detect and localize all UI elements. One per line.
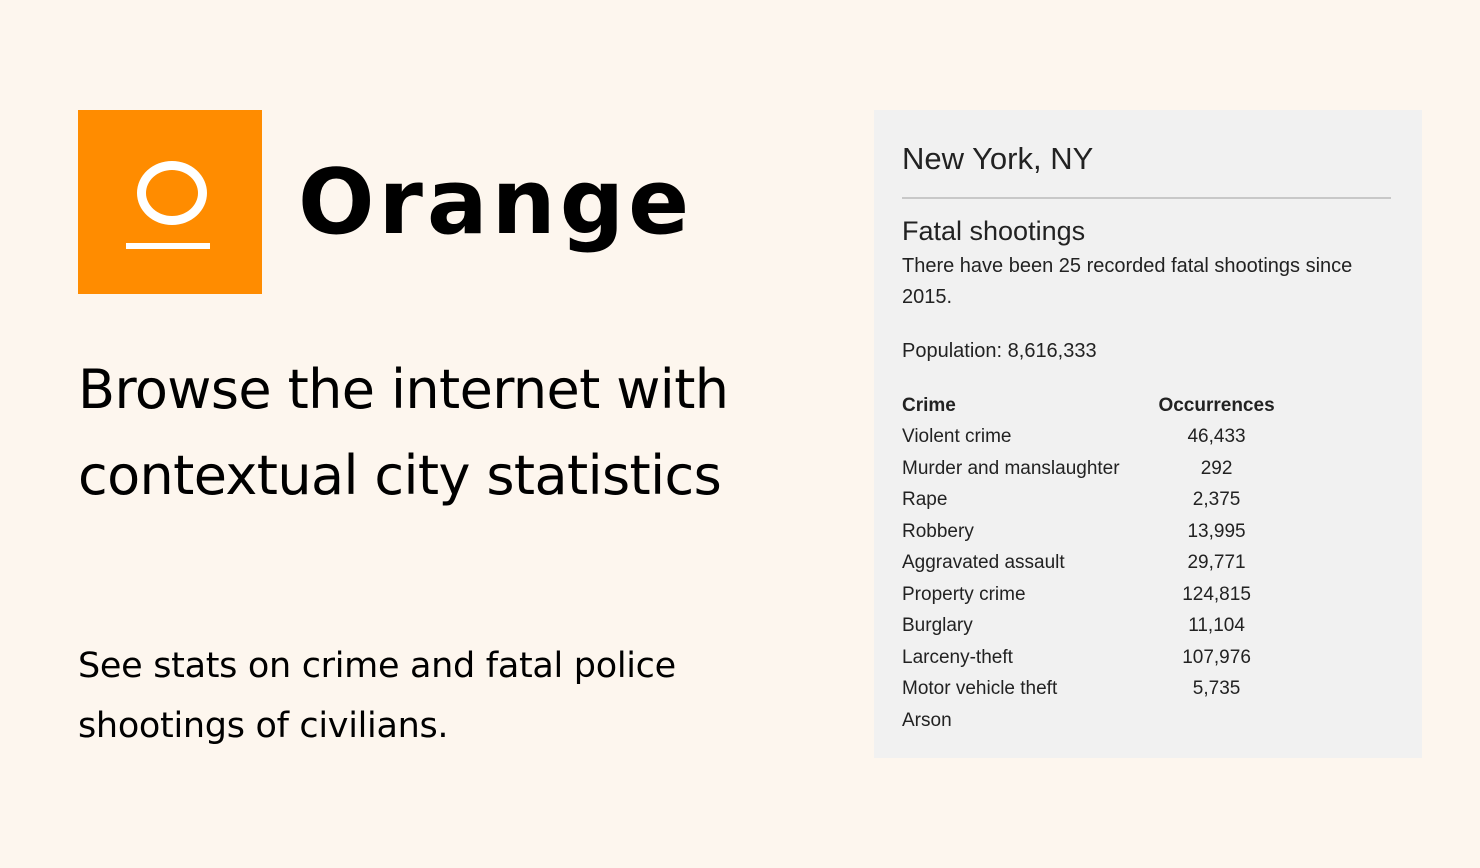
crime-name: Burglary xyxy=(902,615,973,637)
crime-name: Rape xyxy=(902,489,948,511)
fatal-shootings-text: There have been 25 recorded fatal shooti… xyxy=(902,255,1353,308)
table-row: Robbery 13,995 xyxy=(902,516,1282,548)
table-row: Property crime 124,815 xyxy=(902,579,1282,611)
subtext: See stats on crime and fatal police shoo… xyxy=(78,646,676,746)
crime-name: Larceny-theft xyxy=(902,646,1013,668)
crime-name: Robbery xyxy=(902,520,974,542)
crime-count: 5,735 xyxy=(1192,678,1241,700)
city-stats-panel: New York, NY Fatal shootings There have … xyxy=(874,110,1422,758)
fatal-shootings-heading: Fatal shootings xyxy=(902,216,1086,246)
crime-count: 29,771 xyxy=(1187,552,1246,574)
table-row: Arson xyxy=(902,705,1282,737)
logo-underline-icon xyxy=(126,243,210,249)
city-title: New York, NY xyxy=(902,141,1094,176)
crime-name: Violent crime xyxy=(902,426,1012,448)
crime-name: Aggravated assault xyxy=(902,552,1065,574)
table-row: Larceny-theft 107,976 xyxy=(902,642,1282,674)
table-row: Rape 2,375 xyxy=(902,485,1282,517)
table-row: Burglary 11,104 xyxy=(902,611,1282,643)
orange-o-logo-icon xyxy=(137,161,207,225)
crime-count: 292 xyxy=(1200,457,1233,479)
crime-table: Crime Occurrences Violent crime 46,433 M… xyxy=(902,390,1282,737)
headline: Browse the internet with contextual city… xyxy=(78,358,729,507)
crime-count: 11,104 xyxy=(1188,615,1245,637)
population-text: Population: 8,616,333 xyxy=(902,340,1097,362)
column-header-occurrences: Occurrences xyxy=(1158,394,1275,416)
column-header-crime: Crime xyxy=(902,394,956,416)
brand-name: Orange xyxy=(298,150,694,255)
table-row: Aggravated assault 29,771 xyxy=(902,548,1282,580)
crime-count: 124,815 xyxy=(1182,583,1251,605)
crime-name: Motor vehicle theft xyxy=(902,678,1058,700)
crime-count: 13,995 xyxy=(1187,520,1246,542)
crime-name: Arson xyxy=(902,709,952,731)
crime-count: 107,976 xyxy=(1182,646,1251,668)
table-row: Murder and manslaughter 292 xyxy=(902,453,1282,485)
crime-count xyxy=(1151,705,1282,737)
table-row: Motor vehicle theft 5,735 xyxy=(902,674,1282,706)
crime-name: Property crime xyxy=(902,583,1026,605)
table-header-row: Crime Occurrences xyxy=(902,390,1282,422)
panel-divider xyxy=(902,197,1391,199)
table-row: Violent crime 46,433 xyxy=(902,422,1282,454)
crime-name: Murder and manslaughter xyxy=(902,457,1120,479)
crime-count: 2,375 xyxy=(1192,489,1241,511)
crime-count: 46,433 xyxy=(1187,426,1246,448)
